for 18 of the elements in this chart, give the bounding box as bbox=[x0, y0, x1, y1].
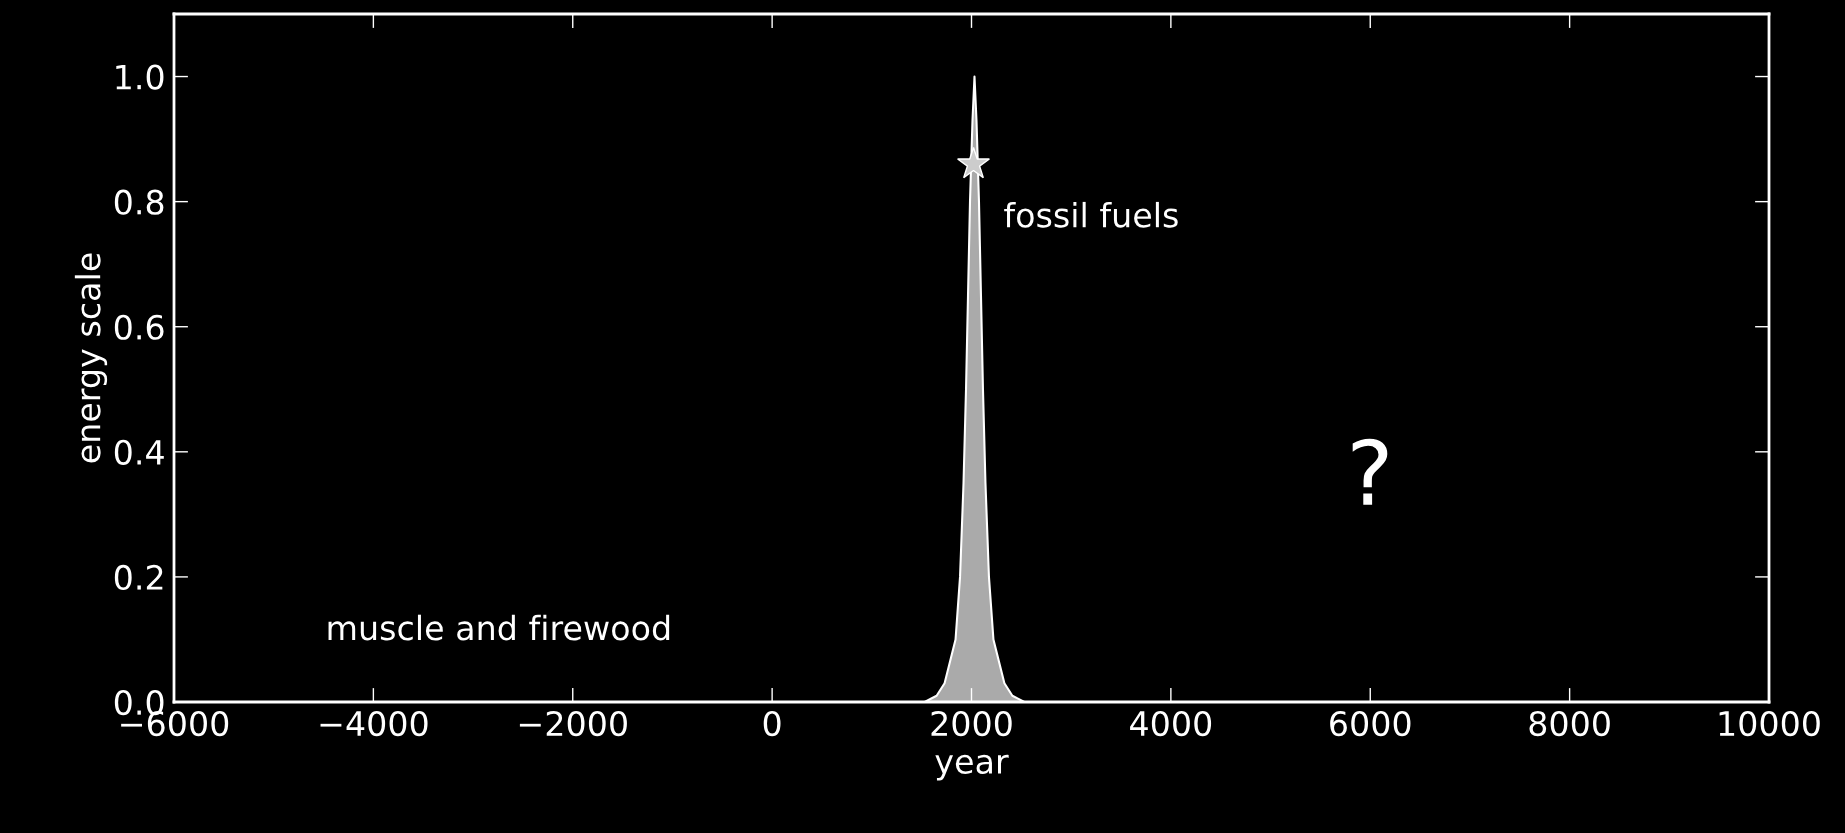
x-tick-label: 8000 bbox=[1529, 710, 1610, 737]
annotation: muscle and firewood bbox=[328, 614, 670, 641]
x-tick-label: 10000 bbox=[1719, 710, 1820, 737]
y-axis-title: energy scale bbox=[74, 253, 108, 463]
y-tick-label: 0.2 bbox=[114, 564, 163, 591]
x-tick-label: −4000 bbox=[320, 710, 428, 737]
x-tick-label: −2000 bbox=[519, 710, 627, 737]
x-axis-title: year bbox=[935, 754, 1009, 781]
x-tick-label: 6000 bbox=[1330, 710, 1411, 737]
y-tick-label: 0.8 bbox=[114, 189, 164, 215]
x-tick-label: 0 bbox=[763, 710, 781, 737]
y-tick-label: 0.6 bbox=[114, 314, 164, 340]
x-tick-label: 2000 bbox=[931, 710, 1012, 737]
x-tick-label: 4000 bbox=[1130, 710, 1212, 737]
y-tick-label: 1.0 bbox=[116, 64, 164, 90]
annotation: fossil fuels bbox=[1004, 201, 1178, 228]
y-tick-label: 0.4 bbox=[114, 439, 164, 465]
annotation: ? bbox=[1352, 438, 1388, 505]
